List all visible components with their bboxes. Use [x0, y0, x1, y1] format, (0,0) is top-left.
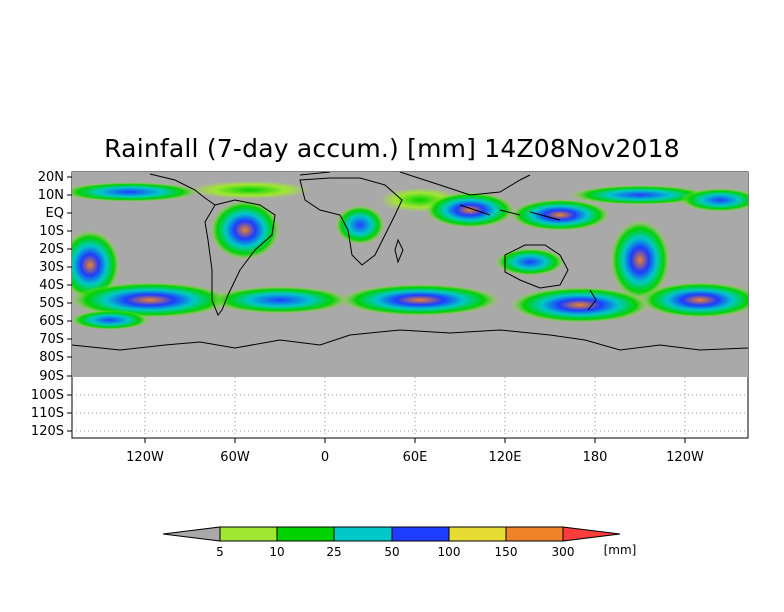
lat-label: 100S: [31, 388, 64, 403]
legend-unit: [mm]: [604, 543, 637, 557]
rainfall-field: [72, 181, 748, 330]
legend-swatch: [333, 526, 393, 542]
graticule: [72, 377, 748, 438]
legend-label: 50: [384, 545, 399, 559]
legend-swatch: [276, 526, 335, 542]
lon-label: 180: [583, 450, 608, 465]
lat-label: 80S: [39, 350, 64, 365]
legend-swatch: [391, 526, 450, 542]
legend-low-arrow: [162, 526, 221, 542]
lat-label: 20S: [39, 242, 64, 257]
lat-label: 30S: [39, 260, 64, 275]
legend-label: 10: [269, 545, 284, 559]
lat-label: 60S: [39, 314, 64, 329]
lat-label: 70S: [39, 332, 64, 347]
legend-swatch: [219, 526, 278, 542]
lat-label: 20N: [38, 170, 64, 185]
legend-label: 25: [326, 545, 341, 559]
coastlines: [72, 172, 748, 351]
legend-label: 300: [552, 545, 575, 559]
legend-label: 150: [495, 545, 518, 559]
lat-label: EQ: [46, 206, 64, 221]
map-title: Rainfall (7-day accum.) [mm] 14Z08Nov201…: [104, 134, 680, 163]
lat-label: 110S: [31, 406, 64, 421]
legend-high-arrow: [562, 526, 621, 542]
lat-label: 10S: [39, 224, 64, 239]
lat-label: 10N: [38, 188, 64, 203]
lon-label: 120E: [488, 450, 521, 465]
lon-label: 120W: [126, 450, 164, 465]
legend-swatch: [448, 526, 507, 542]
lon-label: 60E: [403, 450, 428, 465]
lat-label: 40S: [39, 278, 64, 293]
lat-label: 50S: [39, 296, 64, 311]
lon-label: 0: [321, 450, 329, 465]
lat-label: 90S: [39, 369, 64, 384]
legend-label: 5: [216, 545, 224, 559]
lat-label: 120S: [31, 424, 64, 439]
color-legend: [162, 526, 621, 542]
axis-ticks: [67, 176, 686, 443]
legend-swatch: [505, 526, 564, 542]
legend-label: 100: [438, 545, 461, 559]
lon-label: 120W: [666, 450, 704, 465]
lon-label: 60W: [220, 450, 250, 465]
